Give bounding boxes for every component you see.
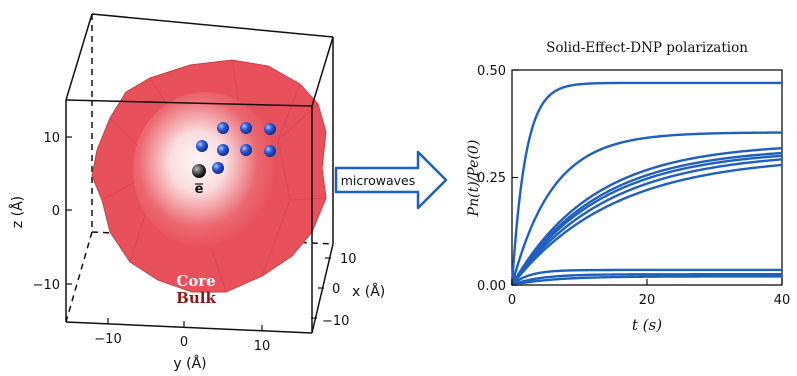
chart-x-label: t (s) <box>632 316 662 334</box>
nucleus <box>240 144 252 156</box>
chart-y-tick-0.50: 0.50 <box>477 64 506 79</box>
chart-x-tick-40: 40 <box>774 293 791 308</box>
x-tick-minus10: −10 <box>322 314 349 329</box>
nucleus <box>240 122 252 134</box>
nucleus <box>217 122 229 134</box>
polarization-curve-4 <box>512 153 782 285</box>
z-tick-0: 0 <box>52 204 60 219</box>
electron-label: e <box>195 182 204 197</box>
nucleus <box>212 162 224 174</box>
chart-y-tick-0.00: 0.00 <box>477 279 506 294</box>
chart-title: Solid-Effect-DNP polarization <box>546 40 748 56</box>
y-tick-10: 10 <box>254 339 271 354</box>
bulk-label: Bulk <box>176 289 216 307</box>
nucleus <box>264 123 276 135</box>
chart-x-tick-20: 20 <box>639 293 656 308</box>
nucleus <box>217 144 229 156</box>
left-3d-panel: e Core Bulk 10 0 −10 z (Å) −10 0 10 y (Å… <box>9 14 385 372</box>
chart-y-label: Pn(t)/Pe(0) <box>466 140 482 218</box>
x-tick-10: 10 <box>340 252 357 267</box>
series-group <box>512 83 782 285</box>
core-label: Core <box>176 272 215 290</box>
y-axis-label: y (Å) <box>173 355 206 372</box>
x-tick-0: 0 <box>332 282 340 297</box>
y-tick-minus10: −10 <box>94 332 121 347</box>
microwaves-label: microwaves <box>341 173 416 188</box>
nucleus <box>264 145 276 157</box>
chart-x-tick-0: 0 <box>508 293 516 308</box>
z-axis-label: z (Å) <box>9 196 26 228</box>
x-axis-label: x (Å) <box>352 283 385 300</box>
nucleus <box>196 140 208 152</box>
z-tick-minus10: −10 <box>33 278 60 293</box>
dnp-chart: Solid-Effect-DNP polarization 0.50 0.25 … <box>466 40 790 334</box>
z-axis <box>66 137 72 284</box>
microwave-arrow: microwaves <box>336 152 446 208</box>
electron-sphere <box>192 164 206 178</box>
z-tick-10: 10 <box>43 131 60 146</box>
y-tick-0: 0 <box>180 335 188 350</box>
